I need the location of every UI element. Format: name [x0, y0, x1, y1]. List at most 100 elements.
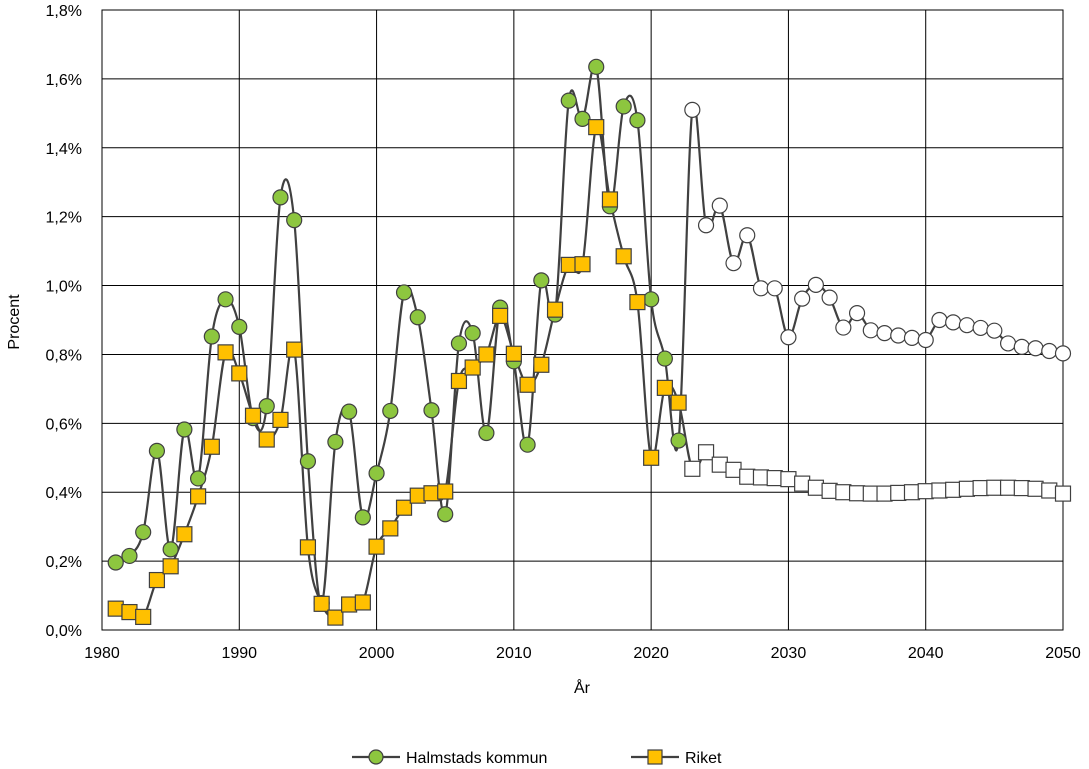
legend-marker-0: [368, 749, 384, 765]
data-point: [670, 432, 687, 449]
data-point: [437, 506, 454, 523]
data-point: [903, 329, 921, 347]
data-point: [780, 329, 797, 346]
data-point: [752, 469, 770, 486]
x-tick-label: 1990: [221, 645, 257, 662]
data-point: [478, 346, 495, 363]
x-tick-label: 2020: [633, 645, 669, 662]
data-point: [629, 293, 646, 311]
data-point: [670, 394, 687, 411]
data-point: [780, 471, 797, 488]
data-point: [1041, 482, 1058, 499]
data-point: [286, 341, 303, 358]
data-point: [588, 58, 605, 75]
data-point: [697, 217, 715, 234]
data-point: [533, 356, 550, 373]
data-point: [958, 317, 976, 334]
data-point: [203, 328, 220, 345]
data-point: [945, 481, 962, 498]
data-point: [917, 331, 934, 349]
data-point: [464, 324, 481, 342]
x-axis-ticks: 1980 1990 2000 2010 2020 2030 2040 2050: [84, 645, 1081, 662]
data-point: [505, 345, 522, 362]
y-tick-label: 0,2%: [46, 554, 82, 571]
data-point: [478, 424, 495, 442]
data-point: [574, 110, 591, 127]
data-point: [299, 453, 317, 470]
data-point: [574, 256, 591, 273]
x-tick-label: 2000: [359, 645, 395, 662]
data-point: [684, 101, 701, 118]
data-point: [519, 436, 536, 453]
data-point: [986, 479, 1003, 496]
x-tick-label: 2040: [908, 645, 944, 662]
data-point: [1027, 340, 1044, 357]
data-point: [450, 335, 468, 352]
data-point: [931, 482, 948, 499]
data-point: [395, 499, 413, 516]
data-point: [162, 558, 179, 575]
data-point: [862, 322, 879, 339]
data-point: [958, 480, 976, 497]
y-tick-label: 1,0%: [46, 279, 82, 296]
data-point: [217, 291, 234, 308]
data-point: [176, 421, 193, 438]
data-point: [327, 609, 344, 626]
data-point: [972, 479, 989, 497]
data-point: [821, 482, 838, 499]
data-point: [601, 191, 619, 208]
data-point: [588, 119, 605, 136]
plot-area: [101, 9, 1064, 631]
data-point: [423, 485, 440, 502]
data-point: [697, 444, 715, 461]
data-point: [560, 256, 577, 273]
data-point: [272, 189, 289, 206]
data-point: [1013, 338, 1030, 355]
data-point: [711, 197, 728, 214]
data-point: [835, 484, 852, 501]
y-tick-label: 0,0%: [46, 623, 82, 640]
data-point: [862, 485, 879, 502]
data-point: [327, 433, 344, 451]
data-point: [190, 488, 207, 505]
y-tick-label: 1,6%: [46, 72, 82, 89]
data-point: [354, 509, 371, 526]
data-point: [821, 289, 838, 306]
data-point: [931, 311, 948, 329]
data-point: [382, 520, 399, 537]
data-point: [341, 403, 358, 420]
data-point: [203, 438, 220, 455]
data-point: [162, 541, 179, 558]
data-point: [794, 475, 811, 492]
data-point: [835, 319, 852, 336]
data-point: [492, 307, 509, 324]
data-point: [546, 301, 564, 318]
data-point: [1041, 342, 1058, 360]
y-tick-label: 1,2%: [46, 210, 82, 227]
y-tick-label: 1,4%: [46, 141, 82, 158]
data-point: [354, 594, 371, 611]
data-point: [766, 280, 783, 297]
data-point: [656, 379, 673, 396]
legend-label-0: Halmstads kommun: [406, 750, 547, 767]
data-point: [752, 280, 770, 297]
data-point: [848, 485, 866, 502]
data-point: [615, 248, 632, 265]
data-point: [135, 524, 152, 541]
x-tick-label: 1980: [84, 645, 120, 662]
data-point: [258, 431, 275, 448]
data-point: [368, 465, 385, 482]
data-point: [519, 376, 536, 393]
data-point: [999, 479, 1017, 496]
legend: Halmstads kommun Riket: [352, 749, 722, 767]
data-point: [615, 98, 632, 115]
data-point: [876, 485, 893, 502]
data-point: [972, 319, 989, 337]
data-point: [176, 526, 193, 543]
data-point: [807, 276, 824, 293]
data-point: [148, 571, 166, 589]
data-point: [848, 305, 866, 322]
data-point: [766, 470, 783, 487]
data-point: [1054, 345, 1072, 362]
